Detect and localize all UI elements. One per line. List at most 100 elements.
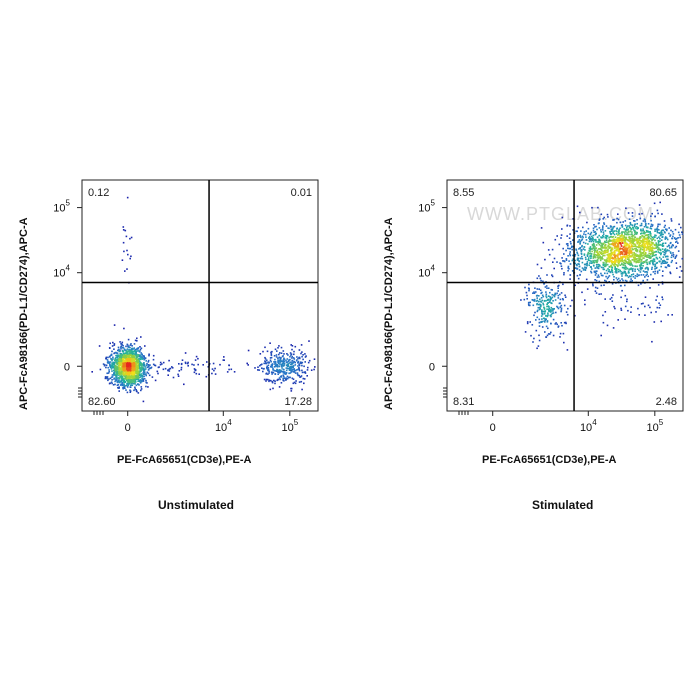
event-dot — [647, 269, 649, 271]
event-dot — [593, 251, 596, 254]
event-dot — [300, 380, 303, 383]
event-dot — [132, 370, 134, 373]
event-dot — [137, 366, 139, 368]
event-dot — [654, 272, 656, 275]
event-dot — [595, 251, 598, 253]
event-dot — [292, 368, 294, 371]
event-dot — [571, 270, 574, 272]
event-dot — [583, 253, 586, 255]
event-dot — [290, 367, 292, 369]
event-dot — [285, 379, 287, 381]
event-dot — [675, 262, 678, 264]
event-dot — [588, 247, 591, 250]
event-dot — [302, 377, 305, 380]
event-dot — [660, 320, 662, 323]
event-dot — [142, 355, 144, 357]
event-dot — [136, 390, 138, 393]
event-dot — [640, 268, 642, 271]
event-dot — [566, 235, 568, 237]
event-dot — [126, 367, 128, 370]
event-dot — [550, 322, 552, 325]
event-dot — [180, 366, 183, 369]
event-dot — [551, 308, 554, 310]
event-dot — [657, 243, 660, 246]
event-dot — [127, 376, 129, 378]
event-dot — [111, 345, 114, 347]
event-dot — [600, 236, 602, 238]
event-dot — [659, 248, 662, 251]
event-dot — [105, 364, 108, 367]
event-dot — [537, 306, 540, 309]
event-dot — [130, 377, 132, 379]
event-dot — [633, 233, 636, 236]
event-dot — [107, 360, 109, 363]
event-dot — [593, 231, 595, 233]
event-dot — [593, 244, 595, 246]
event-dot — [547, 249, 550, 251]
event-dot — [533, 298, 536, 301]
event-dot — [642, 220, 645, 222]
event-dot — [650, 311, 652, 314]
event-dot — [121, 370, 124, 373]
event-dot — [297, 368, 300, 370]
event-dot — [129, 391, 132, 393]
event-dot — [140, 376, 142, 378]
event-dot — [569, 253, 571, 255]
event-dot — [119, 363, 122, 366]
event-dot — [624, 231, 626, 234]
event-dot — [122, 229, 125, 231]
event-dot — [268, 380, 270, 383]
event-dot — [628, 249, 630, 252]
event-dot — [264, 356, 266, 359]
event-dot — [618, 252, 620, 255]
event-dot — [574, 284, 576, 287]
event-dot — [108, 370, 110, 373]
event-dot — [612, 236, 615, 238]
event-dot — [641, 248, 644, 251]
event-dot — [622, 249, 625, 251]
event-dot — [526, 322, 529, 325]
event-dot — [593, 271, 596, 273]
event-dot — [121, 364, 124, 367]
event-dot — [632, 226, 634, 229]
event-dot — [661, 236, 664, 238]
event-dot — [628, 275, 631, 277]
event-dot — [109, 342, 111, 345]
event-dot — [593, 239, 596, 241]
event-dot — [642, 239, 645, 242]
event-dot — [219, 363, 221, 366]
event-dot — [614, 250, 616, 252]
event-dot — [132, 355, 134, 357]
event-dot — [578, 269, 581, 271]
event-dot — [283, 353, 285, 355]
event-dot — [132, 368, 135, 370]
event-dot — [641, 255, 643, 257]
event-dot — [171, 367, 174, 369]
event-dot — [139, 370, 142, 373]
event-dot — [634, 265, 637, 268]
event-dot — [125, 235, 128, 238]
event-dot — [162, 361, 165, 364]
event-dot — [594, 254, 597, 256]
event-dot — [639, 244, 641, 247]
event-dot — [128, 381, 131, 383]
event-dot — [111, 350, 113, 353]
event-dot — [670, 229, 672, 232]
event-dot — [280, 357, 282, 359]
event-dot — [106, 376, 109, 378]
event-dot — [594, 267, 597, 269]
event-dot — [543, 308, 546, 310]
event-dot — [649, 248, 651, 251]
event-dot — [127, 338, 130, 341]
event-dot — [212, 362, 215, 365]
event-dot — [265, 380, 267, 382]
event-dot — [635, 260, 637, 263]
event-dot — [294, 382, 297, 385]
event-dot — [622, 266, 625, 269]
event-dot — [125, 371, 128, 374]
event-dot — [296, 372, 299, 374]
x-tick-label: 104 — [215, 418, 232, 434]
event-dot — [608, 247, 611, 249]
event-dot — [670, 245, 673, 248]
event-dot — [279, 358, 282, 361]
